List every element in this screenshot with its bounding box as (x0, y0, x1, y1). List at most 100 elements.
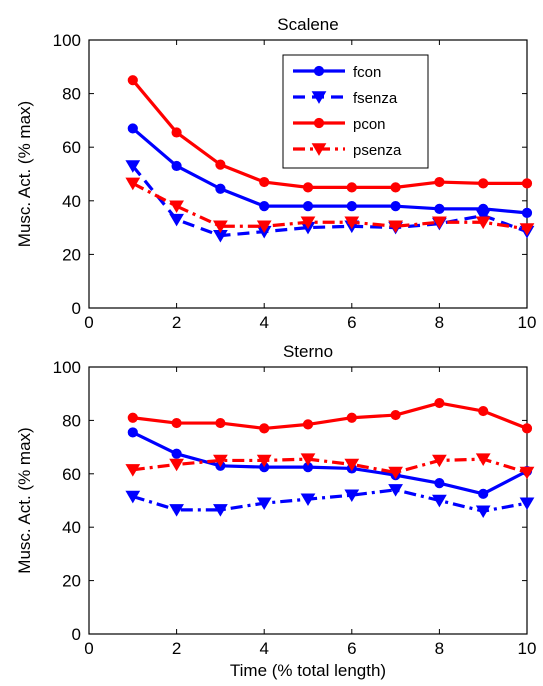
data-point-psenza (432, 454, 447, 468)
series-pcon (127, 397, 533, 434)
x-tick-label: 0 (84, 313, 93, 332)
data-point-psenza (256, 454, 272, 468)
y-axis-label: Musc. Act. (% max) (15, 101, 34, 247)
data-point-pcon (434, 176, 445, 188)
data-point-fsenza (475, 505, 491, 519)
data-point-psenza (388, 220, 403, 234)
data-point-fcon (127, 427, 138, 438)
x-tick-label: 8 (435, 313, 444, 332)
data-point-pcon (390, 409, 401, 421)
data-point-fcon (478, 488, 489, 499)
series-line-fsenza (132, 488, 528, 513)
legend-label-fsenza: fsenza (353, 90, 398, 107)
x-tick-label: 2 (172, 313, 181, 332)
y-tick-label: 0 (72, 299, 81, 318)
series-psenza (125, 177, 535, 236)
data-point-psenza (344, 216, 360, 230)
x-tick-label: 10 (518, 639, 537, 658)
data-point-psenza (475, 453, 491, 466)
data-point-pcon (434, 397, 445, 409)
series-line-pcon (132, 401, 528, 431)
data-point-fsenza (256, 497, 272, 511)
x-tick-label: 6 (347, 639, 356, 658)
data-point-psenza (300, 216, 316, 230)
data-point-fsenza (475, 209, 491, 223)
y-tick-label: 0 (72, 625, 81, 644)
data-point-fsenza (344, 489, 360, 502)
data-point-pcon (478, 405, 489, 417)
data-point-fsenza (169, 504, 184, 517)
data-point-pcon (215, 159, 226, 170)
y-tick-label: 20 (62, 245, 81, 264)
data-point-pcon (259, 176, 270, 188)
data-point-pcon (478, 178, 489, 189)
data-point-psenza (519, 223, 535, 236)
legend-marker-fsenza (311, 91, 327, 104)
data-point-psenza (256, 220, 272, 234)
legend-label-pcon: pcon (353, 116, 386, 133)
data-point-psenza (213, 454, 228, 468)
x-tick-label: 6 (347, 313, 356, 332)
y-tick-label: 20 (62, 572, 81, 591)
x-axis-label: Time (% total length) (230, 661, 386, 680)
chart-title: Scalene (277, 15, 338, 34)
data-point-pcon (171, 417, 182, 429)
y-tick-label: 40 (62, 518, 81, 537)
series-line-psenza (132, 181, 528, 231)
y-tick-label: 100 (53, 31, 81, 50)
data-point-fcon (302, 201, 314, 212)
data-point-psenza (125, 177, 141, 191)
data-point-pcon (171, 127, 182, 138)
data-point-pcon (259, 423, 270, 434)
data-point-pcon (127, 75, 138, 86)
y-tick-label: 80 (62, 411, 81, 430)
data-point-pcon (302, 182, 314, 193)
legend-box (282, 54, 429, 169)
data-point-pcon (521, 178, 533, 189)
x-tick-label: 4 (259, 313, 268, 332)
data-point-fcon (434, 203, 445, 214)
data-point-pcon (302, 419, 314, 430)
x-tick-label: 8 (435, 639, 444, 658)
data-point-fcon (390, 201, 401, 212)
y-tick-label: 40 (62, 192, 81, 211)
series-line-fcon (131, 127, 528, 215)
series-fsenza (125, 484, 535, 519)
series-fcon (127, 123, 533, 218)
data-point-pcon (521, 423, 533, 434)
legend-marker-fcon (313, 65, 325, 77)
series-line-pcon (131, 79, 527, 189)
data-point-fsenza (388, 484, 403, 497)
y-tick-label: 60 (62, 465, 81, 484)
data-point-fcon (171, 448, 182, 459)
legend: fcon fsenza pcon psenza (282, 54, 429, 169)
data-point-fcon (346, 201, 357, 212)
data-point-fcon (215, 183, 226, 194)
data-point-psenza (169, 458, 184, 472)
data-point-fcon (127, 123, 138, 134)
y-tick-label: 80 (62, 85, 81, 104)
x-tick-label: 10 (518, 313, 537, 332)
data-point-fsenza (432, 494, 447, 508)
data-point-psenza (475, 216, 491, 230)
data-point-psenza (344, 458, 360, 472)
data-point-pcon (390, 182, 401, 193)
series-line-psenza (132, 457, 528, 475)
x-tick-label: 0 (84, 639, 93, 658)
data-point-psenza (432, 216, 447, 230)
x-tick-label: 4 (259, 639, 268, 658)
data-point-fcon (259, 201, 270, 212)
legend-label-fcon: fcon (353, 64, 381, 81)
data-point-fsenza (519, 497, 535, 511)
data-point-fsenza (125, 160, 141, 173)
x-tick-label: 2 (172, 639, 181, 658)
data-point-pcon (215, 417, 226, 429)
data-point-fcon (521, 207, 533, 218)
data-point-psenza (388, 466, 403, 480)
y-tick-label: 100 (53, 358, 81, 377)
data-point-psenza (213, 220, 228, 234)
data-point-psenza (169, 200, 184, 213)
y-axis-label: Musc. Act. (% max) (15, 427, 34, 573)
data-point-fsenza (213, 504, 228, 517)
